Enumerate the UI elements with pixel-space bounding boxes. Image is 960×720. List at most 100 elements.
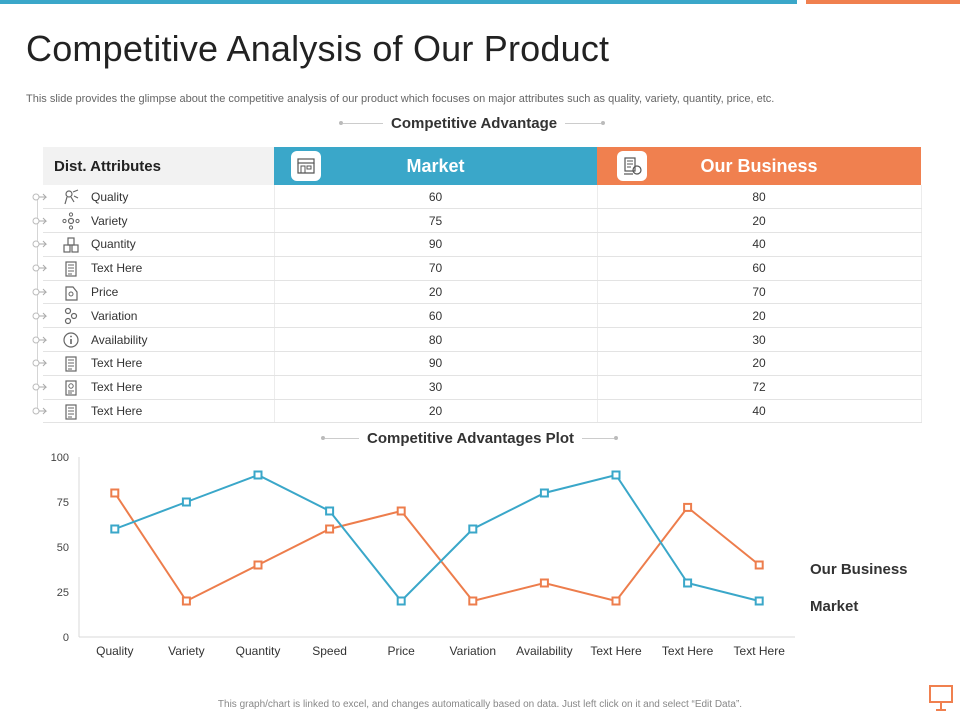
x-tick-label: Quantity [236, 644, 281, 658]
table-row: Price 20 70 [32, 280, 922, 305]
header-business: Our Business [597, 147, 921, 185]
x-tick-label: Text Here [662, 644, 714, 658]
attribute-label: Quality [91, 189, 129, 204]
connector-arrow-icon [32, 407, 48, 415]
connector-arrow-icon [32, 264, 48, 272]
business-value-cell: 60 [597, 256, 922, 281]
attribute-cell: Availability [32, 327, 275, 353]
y-tick-label: 0 [63, 632, 69, 644]
data-point-business [325, 524, 335, 534]
quantity-icon [63, 237, 79, 253]
table-row: Text Here 70 60 [32, 256, 922, 281]
heading-line [325, 437, 359, 439]
heading-line [343, 122, 383, 124]
market-value-cell: 20 [274, 399, 598, 424]
attribute-label: Quantity [91, 237, 136, 252]
section-heading-text: Competitive Advantages Plot [367, 429, 574, 447]
attribute-cell: Text Here [32, 375, 275, 400]
attribute-cell: Quantity [32, 232, 275, 257]
attribute-cell: Variety [32, 208, 275, 234]
legend-market: Market [810, 598, 859, 615]
x-tick-label: Price [388, 644, 416, 658]
connector-arrow-icon [32, 383, 48, 391]
series-line-business [113, 492, 760, 603]
heading-dot [321, 436, 325, 440]
market-value-cell: 70 [274, 256, 598, 281]
market-value-cell: 60 [274, 303, 598, 329]
table-row: Quality 60 80 [32, 185, 922, 210]
x-tick-label: Variation [450, 644, 496, 658]
quality-icon [64, 189, 79, 205]
data-point-business [468, 596, 478, 606]
market-value-cell: 75 [274, 208, 598, 234]
attribute-label: Text Here [91, 380, 143, 395]
attribute-cell: Variation [32, 303, 275, 329]
market-value-cell: 30 [274, 375, 598, 400]
data-point-business [539, 578, 549, 588]
data-point-market [754, 596, 764, 606]
data-point-business [110, 488, 120, 498]
table-row: Variety 75 20 [32, 208, 922, 234]
business-value-cell: 20 [597, 351, 922, 376]
data-point-business [683, 502, 693, 512]
presentation-board-icon [926, 683, 956, 713]
connector-arrow-icon [32, 217, 48, 225]
page-subtitle: This slide provides the glimpse about th… [26, 93, 775, 105]
data-point-business [181, 596, 191, 606]
attribute-cell: Quality [32, 185, 275, 210]
business-value-cell: 20 [597, 208, 922, 234]
business-value-cell: 80 [597, 185, 922, 210]
business-value-cell: 70 [597, 280, 922, 305]
data-point-business [253, 560, 263, 570]
attribute-cell: Text Here [32, 256, 275, 281]
section-heading-text: Competitive Advantage [391, 114, 558, 132]
business-value-cell: 40 [597, 232, 922, 257]
table-row: Quantity 90 40 [32, 232, 922, 257]
attribute-label: Variety [91, 213, 128, 228]
y-tick-label: 25 [57, 587, 69, 599]
data-point-market [253, 470, 263, 480]
data-point-business [396, 506, 406, 516]
market-value-cell: 60 [274, 185, 598, 210]
header-market: Market [274, 147, 597, 185]
price-tag-icon [65, 286, 78, 301]
data-point-market [110, 524, 120, 534]
variation-icon [64, 308, 78, 325]
document-icon [65, 404, 77, 420]
competitive-table: Dist. Attributes Market Our Business Qua… [32, 147, 922, 424]
table-body: Quality 60 80 Variety 75 20 Quantity 90 40 Text H… [32, 185, 922, 424]
data-point-market [683, 578, 693, 588]
store-icon [291, 151, 321, 181]
connector-arrow-icon [32, 359, 48, 367]
line-chart: 0 25 50 75 100 Quality Variety Quantity Speed Pri… [51, 452, 795, 658]
data-point-market [468, 524, 478, 534]
section-heading-plot: Competitive Advantages Plot [321, 428, 618, 448]
header-attributes: Dist. Attributes [43, 147, 274, 185]
table-row: Text Here 20 40 [32, 399, 922, 424]
x-tick-label: Text Here [734, 644, 786, 658]
attribute-label: Availability [91, 332, 148, 347]
connector-arrow-icon [32, 336, 48, 344]
heading-dot [601, 121, 606, 125]
business-value-cell: 72 [597, 375, 922, 400]
x-tick-label: Quality [96, 644, 133, 658]
connector-arrow-icon [32, 288, 48, 296]
x-tick-label: Availability [516, 644, 572, 658]
footnote: This graph/chart is linked to excel, and… [217, 699, 743, 710]
data-point-business [754, 560, 764, 570]
business-value-cell: 30 [597, 327, 922, 353]
series-line-market [114, 473, 760, 603]
x-tick-label: Speed [312, 644, 347, 658]
info-icon [63, 332, 79, 348]
business-icon [617, 151, 647, 181]
connector-arrow-icon [32, 312, 48, 320]
table-row: Availability 80 30 [32, 327, 922, 353]
table-row: Text Here 90 20 [32, 351, 922, 376]
document-icon [65, 261, 77, 277]
heading-line [565, 122, 602, 124]
y-tick-label: 75 [57, 497, 69, 509]
top-accent-bar-blue [0, 0, 797, 4]
table-row: Variation 60 20 [32, 303, 922, 329]
x-tick-label: Variety [168, 644, 204, 658]
connector-vertical-line [37, 196, 38, 413]
